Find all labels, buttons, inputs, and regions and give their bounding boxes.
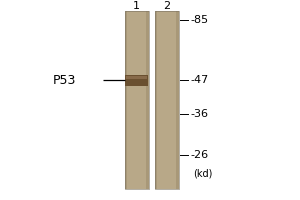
Bar (124, 11, 148, 189)
Text: -36: -36 (190, 109, 208, 119)
Bar (124, 11, 128, 189)
Text: -85: -85 (190, 15, 208, 25)
Bar (146, 11, 148, 189)
Text: -47: -47 (190, 75, 209, 85)
Text: P53: P53 (52, 73, 76, 86)
Bar (124, 11, 148, 189)
Text: 2: 2 (163, 1, 170, 11)
Text: -26: -26 (190, 150, 208, 160)
Bar (154, 11, 178, 189)
Text: 1: 1 (133, 1, 140, 11)
Bar (154, 11, 178, 189)
Text: (kd): (kd) (194, 169, 213, 179)
Bar (125, 74, 148, 86)
Bar (176, 11, 178, 189)
Bar (126, 76, 147, 79)
Bar (154, 11, 158, 189)
